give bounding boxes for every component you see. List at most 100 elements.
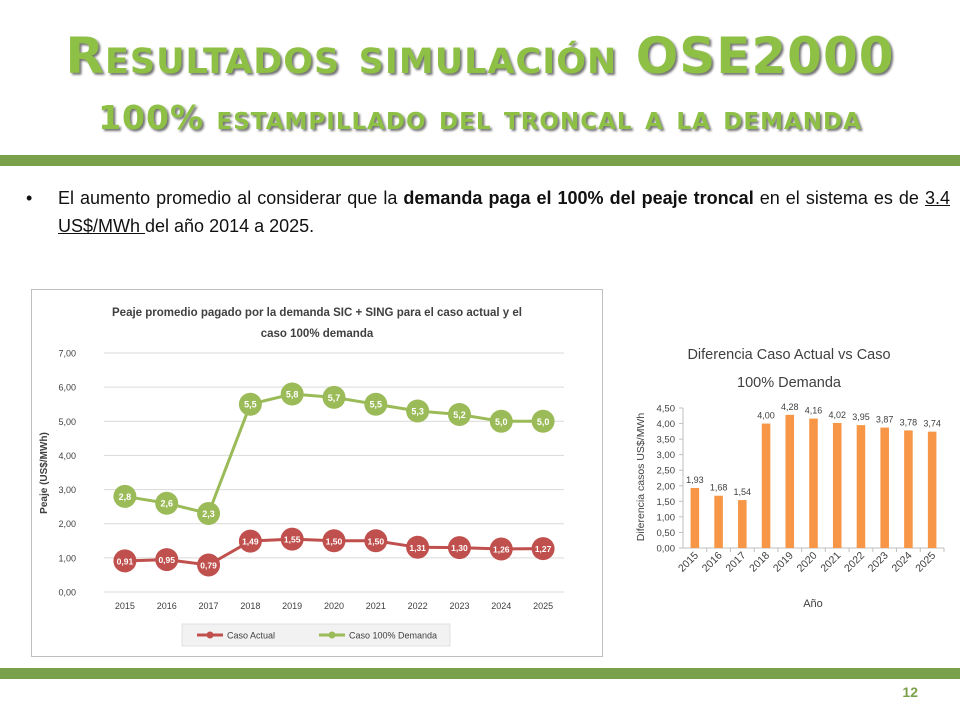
line-chart-data-point xyxy=(113,484,137,508)
bar-chart-x-axis-label: Año xyxy=(803,598,823,610)
line-chart-data-label: 5,5 xyxy=(370,400,383,410)
bar-chart-title-1: Diferencia Caso Actual vs Caso xyxy=(687,347,890,363)
bar-chart-data-label: 4,16 xyxy=(805,406,823,416)
bar-chart-bar xyxy=(927,431,937,548)
line-chart-legend-box xyxy=(181,623,451,647)
bar-chart-x-tick: 2021 xyxy=(818,550,843,575)
line-chart-data-point xyxy=(197,553,221,577)
bar-chart-data-label: 3,87 xyxy=(876,415,894,425)
line-chart-data-point xyxy=(489,409,513,433)
bar-chart-data-label: 4,02 xyxy=(828,410,846,420)
bar-chart-y-tick: 4,50 xyxy=(657,404,676,415)
bar-chart-bar xyxy=(785,414,795,548)
line-chart-data-point xyxy=(447,402,471,426)
bar-chart-data-label: 4,28 xyxy=(781,402,799,412)
line-chart-data-label: 1,50 xyxy=(326,536,343,546)
line-chart-data-point xyxy=(280,527,304,551)
bar-chart-y-tick: 1,00 xyxy=(657,512,676,523)
bar-chart-bar xyxy=(761,423,771,548)
line-chart-x-tick: 2020 xyxy=(324,601,344,611)
line-chart-legend-label: Caso Actual xyxy=(227,631,275,641)
line-chart-data-point xyxy=(322,529,346,553)
line-chart-data-point xyxy=(197,501,221,525)
line-chart-data-point xyxy=(238,529,262,553)
line-chart-data-label: 2,8 xyxy=(119,492,132,502)
line-chart-data-label: 5,0 xyxy=(495,417,508,427)
bullet-icon: • xyxy=(26,188,33,208)
bullet-text-part1: El aumento promedio al considerar que la xyxy=(58,188,404,208)
line-chart-data-label: 5,2 xyxy=(453,410,466,420)
line-chart-data-label: 2,3 xyxy=(202,509,215,519)
bar-chart-data-label: 3,95 xyxy=(852,412,870,422)
bar-chart-y-axis-label: Diferencia casos US$/MWh xyxy=(635,413,647,542)
bullet-text-part2: en el sistema es de xyxy=(753,188,925,208)
bar-chart-x-tick: 2024 xyxy=(890,550,915,575)
bar-chart-data-label: 1,54 xyxy=(734,487,752,497)
line-chart-data-label: 0,95 xyxy=(158,555,175,565)
line-chart-data-label: 1,49 xyxy=(242,537,259,547)
line-chart-x-tick: 2021 xyxy=(366,601,386,611)
bar-chart-y-tick: 4,00 xyxy=(657,419,676,430)
line-chart: Peaje promedio pagado por la demanda SIC… xyxy=(39,307,564,647)
bar-chart-title-2: 100% Demanda xyxy=(737,375,842,391)
line-chart-data-label: 0,91 xyxy=(117,556,134,566)
line-chart-y-tick: 5,00 xyxy=(58,417,76,427)
line-chart-data-label: 1,27 xyxy=(535,544,552,554)
line-chart-data-point xyxy=(113,549,137,573)
bar-chart-bar xyxy=(880,427,889,548)
bar-chart-panel: Diferencia Caso Actual vs Caso 100% Dema… xyxy=(622,335,952,635)
line-chart-data-point xyxy=(155,548,179,572)
line-chart-data-point xyxy=(364,529,388,553)
bar-chart-data-label: 3,74 xyxy=(923,419,941,429)
bar-chart-data-label: 4,00 xyxy=(757,411,775,421)
line-chart-data-point xyxy=(406,399,430,423)
line-chart-data-label: 5,3 xyxy=(411,407,424,417)
bullet-point: • El aumento promedio al considerar que … xyxy=(26,184,950,240)
bullet-text-part3: del año 2014 a 2025. xyxy=(145,216,315,236)
bar-chart-y-tick: 2,00 xyxy=(657,481,676,492)
bar-chart-x-tick: 2019 xyxy=(771,550,796,575)
line-chart-data-point xyxy=(489,537,513,561)
line-chart-title-2: caso 100% demanda xyxy=(261,328,374,340)
line-chart-data-label: 5,8 xyxy=(286,389,299,399)
line-chart-legend-label: Caso 100% Demanda xyxy=(349,631,437,641)
line-chart-x-tick: 2024 xyxy=(491,601,511,611)
bar-chart-x-tick: 2022 xyxy=(842,550,867,575)
line-chart-x-tick: 2018 xyxy=(240,601,260,611)
bar-chart-y-tick: 3,00 xyxy=(657,450,676,461)
bar-chart-bar xyxy=(904,430,913,548)
line-chart-data-point xyxy=(238,392,262,416)
bar-chart-data-label: 3,78 xyxy=(900,417,918,427)
bar-chart-bar xyxy=(832,422,842,548)
line-chart-x-tick: 2023 xyxy=(449,601,469,611)
line-chart-series-line xyxy=(124,392,544,516)
line-chart-data-label: 1,55 xyxy=(284,535,301,545)
line-chart-y-tick: 6,00 xyxy=(58,383,76,393)
bar-chart-bar xyxy=(809,418,818,548)
bullet-text-bold: demanda paga el 100% del peaje troncal xyxy=(403,188,754,208)
bar-chart-bar xyxy=(738,500,747,548)
bar-chart-x-tick: 2016 xyxy=(700,550,725,575)
line-chart-y-tick: 4,00 xyxy=(58,451,76,461)
line-chart-data-point xyxy=(531,409,555,433)
line-chart-x-tick: 2025 xyxy=(533,601,553,611)
line-chart-y-tick: 0,00 xyxy=(58,588,76,598)
bar-chart-x-tick: 2017 xyxy=(723,550,748,575)
bar-chart-x-tick: 2023 xyxy=(866,550,891,575)
slide-subtitle: 100% estampillado del troncal a la deman… xyxy=(98,98,862,137)
line-chart-x-tick: 2022 xyxy=(408,601,428,611)
line-chart-data-point xyxy=(531,537,555,561)
bar-chart-bar xyxy=(690,487,700,548)
line-chart-data-label: 1,50 xyxy=(368,536,385,546)
bottom-divider xyxy=(0,668,960,679)
line-chart-legend-marker xyxy=(206,631,214,639)
bar-chart-x-tick: 2025 xyxy=(913,550,938,575)
bar-chart-y-tick: 3,50 xyxy=(657,435,676,446)
bar-chart-y-tick: 0,50 xyxy=(657,528,676,539)
line-chart-data-label: 5,7 xyxy=(328,393,341,403)
bar-chart-data-label: 1,93 xyxy=(686,475,704,485)
line-chart-data-point xyxy=(406,535,430,559)
bar-chart-y-tick: 1,50 xyxy=(657,497,676,508)
line-chart-data-label: 1,26 xyxy=(493,544,510,554)
line-chart-data-label: 1,30 xyxy=(451,543,468,553)
